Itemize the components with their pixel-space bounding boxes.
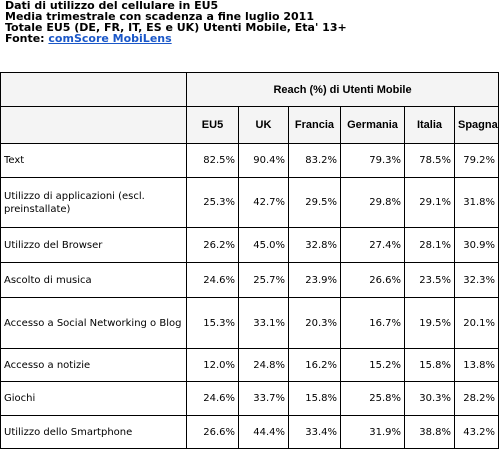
value-cell: 43.2% [454,415,499,449]
report-source: Fonte: comScore MobiLens [5,33,495,44]
value-cell: 23.5% [404,262,455,298]
row-label: Utilizzo di applicazioni (escl. preinsta… [0,177,187,228]
value-cell: 12.0% [186,348,239,382]
value-cell: 78.5% [404,143,455,178]
value-cell: 42.7% [238,177,289,228]
value-cell: 30.3% [404,381,455,416]
row-label: Text [0,143,187,178]
value-cell: 82.5% [186,143,239,178]
value-cell: 15.8% [288,381,341,416]
value-cell: 25.3% [186,177,239,228]
column-header: Germania [340,106,405,144]
value-cell: 45.0% [238,227,289,263]
row-label: Accesso a Social Networking o Blog [0,297,187,349]
value-cell: 28.2% [454,381,499,416]
value-cell: 24.6% [186,262,239,298]
value-cell: 26.6% [186,415,239,449]
row-label: Utilizzo del Browser [0,227,187,263]
value-cell: 19.5% [404,297,455,349]
row-label: Utilizzo dello Smartphone [0,415,187,449]
report-title: Dati di utilizzo del cellulare in EU5 [5,0,219,12]
value-cell: 90.4% [238,143,289,178]
value-cell: 24.6% [186,381,239,416]
table-row: Ascolto di musica 24.6% 25.7% 23.9% 26.6% 23.… [0,262,499,298]
corner-cell [0,72,187,107]
report-header: Dati di utilizzo del cellulare in EU5 Me… [5,0,495,44]
table-row: Utilizzo del Browser 26.2% 45.0% 32.8% 27.4%… [0,227,499,263]
value-cell: 27.4% [340,227,405,263]
value-cell: 26.2% [186,227,239,263]
value-cell: 32.3% [454,262,499,298]
usage-table: Reach (%) di Utenti Mobile EU5 UK Franci… [0,72,499,449]
row-label: Giochi [0,381,187,416]
value-cell: 31.9% [340,415,405,449]
value-cell: 25.7% [238,262,289,298]
column-header: Francia [288,106,341,144]
table-row: Utilizzo dello Smartphone 26.6% 44.4% 33.4%… [0,415,499,449]
value-cell: 33.4% [288,415,341,449]
source-link[interactable]: comScore MobiLens [48,32,172,45]
value-cell: 16.7% [340,297,405,349]
value-cell: 20.1% [454,297,499,349]
value-cell: 33.7% [238,381,289,416]
value-cell: 29.8% [340,177,405,228]
value-cell: 29.1% [404,177,455,228]
column-header: Spagna [454,106,499,144]
value-cell: 15.3% [186,297,239,349]
group-header: Reach (%) di Utenti Mobile [186,72,499,107]
row-label: Ascolto di musica [0,262,187,298]
value-cell: 23.9% [288,262,341,298]
value-cell: 38.8% [404,415,455,449]
value-cell: 29.5% [288,177,341,228]
value-cell: 24.8% [238,348,289,382]
value-cell: 15.2% [340,348,405,382]
value-cell: 20.3% [288,297,341,349]
value-cell: 16.2% [288,348,341,382]
table-row: Utilizzo di applicazioni (escl. preinsta… [0,177,499,228]
value-cell: 28.1% [404,227,455,263]
value-cell: 26.6% [340,262,405,298]
value-cell: 79.2% [454,143,499,178]
corner-cell-2 [0,106,187,144]
column-header: EU5 [186,106,239,144]
value-cell: 79.3% [340,143,405,178]
value-cell: 13.8% [454,348,499,382]
value-cell: 83.2% [288,143,341,178]
value-cell: 31.8% [454,177,499,228]
table-row: Accesso a notizie 12.0% 24.8% 16.2% 15.2% 15.… [0,348,499,382]
row-label: Accesso a notizie [0,348,187,382]
table-row: Accesso a Social Networking o Blog 15.3% 3… [0,297,499,349]
value-cell: 33.1% [238,297,289,349]
table-row: Giochi 24.6% 33.7% 15.8% 25.8% 30.3% 28.2% [0,381,499,416]
value-cell: 44.4% [238,415,289,449]
source-label: Fonte: [5,32,49,45]
report-period: Media trimestrale con scadenza a fine lu… [5,10,314,23]
value-cell: 32.8% [288,227,341,263]
value-cell: 25.8% [340,381,405,416]
value-cell: 30.9% [454,227,499,263]
column-header: UK [238,106,289,144]
value-cell: 15.8% [404,348,455,382]
report-population: Totale EU5 (DE, FR, IT, ES e UK) Utenti … [5,21,347,34]
column-header: Italia [404,106,455,144]
table-row: Text 82.5% 90.4% 83.2% 79.3% 78.5% 79.2% [0,143,499,178]
